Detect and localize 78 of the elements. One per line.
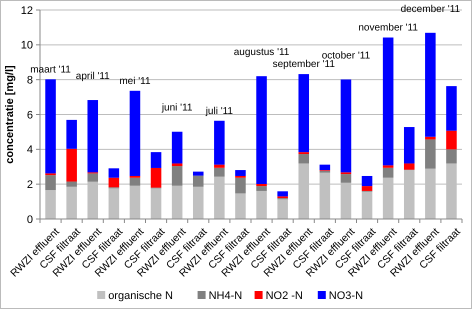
bar <box>277 191 288 196</box>
bar <box>87 100 98 172</box>
bar <box>214 168 225 177</box>
annotation: november '11 <box>358 22 418 34</box>
bar <box>172 163 182 166</box>
bar <box>362 176 372 186</box>
legend-label: NH4-N <box>208 290 242 302</box>
bar <box>256 190 267 219</box>
legend-label: NO2 -N <box>266 290 303 302</box>
y-tick-label: 10 <box>20 40 33 52</box>
annotation: april '11 <box>76 71 110 82</box>
bar <box>425 136 436 140</box>
bar <box>214 120 225 165</box>
annotation: juni '11 <box>160 102 193 114</box>
bar <box>404 127 415 164</box>
bar <box>277 199 288 219</box>
bar <box>404 163 415 170</box>
bar <box>66 186 77 219</box>
bar <box>425 32 436 137</box>
bar <box>214 164 225 168</box>
bar <box>66 148 77 182</box>
bar <box>192 172 204 176</box>
y-tick-label: 4 <box>26 144 33 156</box>
bar <box>298 74 310 152</box>
y-tick-label: 12 <box>20 4 33 17</box>
annotation: augustus '11 <box>234 47 290 58</box>
bar <box>172 186 182 219</box>
bar <box>130 186 140 219</box>
bar <box>256 76 267 184</box>
bar <box>235 170 246 176</box>
bar <box>298 154 310 164</box>
bar <box>192 176 204 187</box>
y-tick-label: 8 <box>26 74 33 87</box>
bar <box>150 152 162 168</box>
bar <box>66 120 77 149</box>
annotation: december '11 <box>400 4 461 15</box>
bar <box>446 149 457 164</box>
bar <box>382 168 394 178</box>
bar <box>235 178 246 194</box>
bar <box>340 174 352 183</box>
bar <box>362 192 372 219</box>
y-tick-label: 6 <box>26 109 33 122</box>
bar <box>382 165 394 168</box>
bar <box>256 186 267 191</box>
bar <box>320 164 330 170</box>
bar <box>45 175 56 190</box>
legend-label: organische N <box>108 290 174 302</box>
bar <box>256 184 267 186</box>
bar <box>45 190 56 219</box>
bar <box>108 188 120 219</box>
bar <box>66 182 77 187</box>
annotation: october '11 <box>322 50 371 62</box>
y-axis-title: concentratie [mg/l] <box>4 64 16 164</box>
annotation: mei '11 <box>119 76 151 87</box>
annotation: maart '11 <box>30 64 72 76</box>
bar <box>45 79 56 174</box>
bar <box>235 193 246 219</box>
bar <box>192 186 204 219</box>
legend-label: NO3-N <box>328 290 364 302</box>
bar <box>150 168 162 188</box>
y-tick-label: 0 <box>26 214 33 226</box>
bar <box>130 178 140 186</box>
bar <box>340 79 352 172</box>
bar <box>172 166 182 186</box>
annotation: juli '11 <box>204 106 234 117</box>
annotation: september '11 <box>272 59 336 70</box>
y-tick-label: 2 <box>26 179 33 192</box>
bar <box>446 86 457 131</box>
bar <box>108 178 120 188</box>
bar <box>172 132 182 164</box>
bar <box>362 186 372 191</box>
bar <box>425 139 436 169</box>
bar <box>87 173 98 182</box>
bar <box>130 90 140 176</box>
bar <box>446 130 457 150</box>
bar <box>150 188 162 219</box>
bar <box>108 168 120 178</box>
bar <box>382 38 394 166</box>
